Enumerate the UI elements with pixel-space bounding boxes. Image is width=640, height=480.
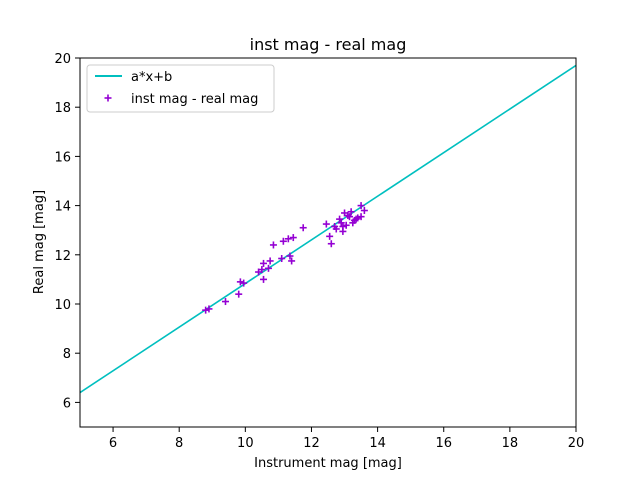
data-point (360, 207, 368, 215)
y-tick-label: 12 (54, 249, 71, 264)
legend-plus-marker (104, 94, 112, 102)
data-points-layer (202, 202, 368, 314)
data-point (327, 240, 335, 248)
data-point (288, 257, 296, 265)
data-point (236, 278, 244, 286)
x-tick-label: 6 (109, 436, 117, 451)
data-point (284, 235, 292, 243)
x-tick-label: 12 (303, 436, 320, 451)
y-tick-label: 14 (54, 200, 71, 215)
data-point (266, 257, 274, 265)
data-point (260, 259, 268, 267)
data-point (336, 215, 344, 223)
y-tick-label: 18 (54, 101, 71, 116)
y-tick-label: 10 (54, 298, 71, 313)
data-point (342, 221, 350, 229)
data-point (205, 305, 213, 313)
legend-box (86, 64, 275, 113)
data-point (240, 279, 248, 287)
data-point (345, 213, 353, 221)
plot-background (80, 58, 576, 427)
data-point (235, 290, 243, 298)
data-point (337, 219, 345, 227)
plot-area (79, 57, 577, 428)
data-point (260, 275, 268, 283)
data-point (221, 298, 229, 306)
y-tick-label: 20 (54, 52, 71, 67)
data-point (339, 223, 347, 231)
fit-line (80, 64, 576, 394)
legend: a*x+b inst mag - real mag (86, 64, 275, 113)
y-tick-label: 8 (63, 347, 71, 362)
data-point (332, 225, 340, 233)
x-tick-label: 20 (568, 436, 585, 451)
data-point (286, 252, 294, 260)
data-point (264, 264, 272, 272)
fit-line-layer (80, 64, 576, 394)
chart-title: inst mag - real mag (250, 35, 407, 54)
data-point (258, 266, 266, 274)
legend-series-label: inst mag - real mag (131, 92, 258, 107)
x-tick-label: 10 (237, 436, 254, 451)
data-point (269, 241, 277, 249)
x-axis-ticks: 6 8 10 12 14 16 18 20 (109, 427, 584, 451)
y-tick-label: 16 (54, 150, 71, 165)
data-point (357, 202, 365, 210)
y-axis-ticks: 6 8 10 12 14 16 18 20 (54, 52, 80, 411)
data-point (278, 254, 286, 262)
data-point (326, 232, 334, 240)
x-axis-label: Instrument mag [mag] (254, 456, 402, 471)
legend-fit-line-label: a*x+b (131, 70, 172, 85)
data-point (347, 208, 355, 216)
y-tick-label: 6 (63, 396, 71, 411)
data-point (322, 220, 330, 228)
data-point (354, 214, 362, 222)
data-point (357, 213, 365, 221)
data-point (202, 306, 210, 314)
plot-frame (79, 57, 577, 428)
data-point (289, 234, 297, 242)
x-tick-label: 8 (175, 436, 183, 451)
x-tick-label: 14 (369, 436, 386, 451)
x-tick-label: 18 (502, 436, 519, 451)
x-tick-label: 16 (435, 436, 452, 451)
y-axis-label: Real mag [mag] (32, 190, 47, 294)
legend-marker-swatch (104, 94, 112, 102)
data-point (299, 224, 307, 232)
data-point (279, 237, 287, 245)
